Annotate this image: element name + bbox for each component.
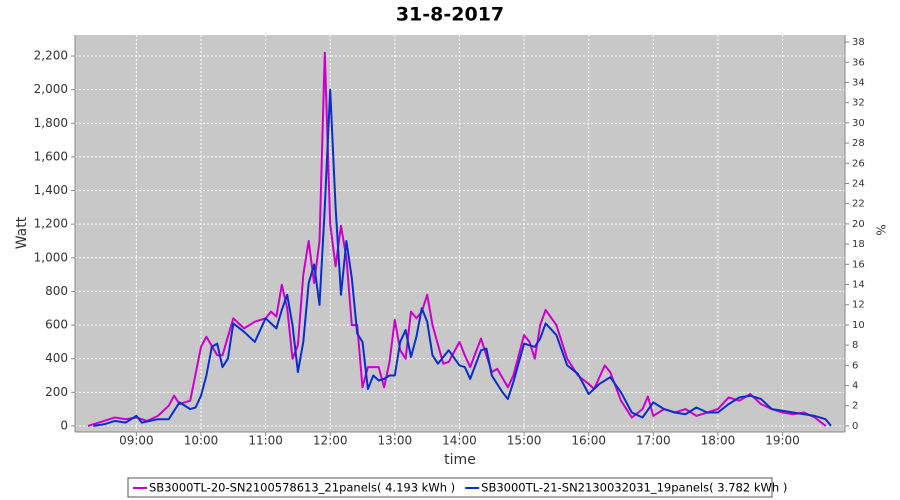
y2-tick-label: 16 xyxy=(852,259,865,270)
x-tick-label: 14:00 xyxy=(442,434,477,448)
y-tick-label: 2,200 xyxy=(34,49,68,63)
y2-tick-label: 12 xyxy=(852,300,865,311)
legend-box xyxy=(127,477,773,498)
y2-tick-label: 34 xyxy=(852,77,865,88)
y2-tick-label: 20 xyxy=(852,219,865,230)
x-tick-label: 19:00 xyxy=(765,434,800,448)
y-tick-label: 1,800 xyxy=(34,116,68,130)
y-tick-label: 800 xyxy=(45,284,68,298)
y2-tick-label: 32 xyxy=(852,98,865,109)
y2-tick-label: 0 xyxy=(852,421,858,432)
y-tick-label: 0 xyxy=(60,418,68,432)
y2-tick-label: 26 xyxy=(852,158,865,169)
x-tick-label: 10:00 xyxy=(184,434,219,448)
y2-tick-label: 8 xyxy=(852,340,858,351)
y2-tick-label: 28 xyxy=(852,138,865,149)
y2-tick-label: 22 xyxy=(852,199,865,210)
y2-axis-label: % xyxy=(874,224,888,235)
y2-tick-label: 18 xyxy=(852,239,865,250)
y2-tick-label: 14 xyxy=(852,280,865,291)
y2-tick-label: 10 xyxy=(852,320,865,331)
y2-tick-label: 36 xyxy=(852,57,865,68)
x-tick-label: 09:00 xyxy=(119,434,154,448)
legend-label: SB3000TL-20-SN2100578613_21panels( 4.193… xyxy=(149,481,455,495)
y-tick-label: 1,600 xyxy=(34,149,68,163)
y2-tick-label: 38 xyxy=(852,37,865,48)
y-axis-label: Watt xyxy=(14,216,30,249)
y2-tick-label: 24 xyxy=(852,178,865,189)
series-line xyxy=(87,51,827,427)
y-tick-label: 2,000 xyxy=(34,82,68,96)
x-tick-label: 11:00 xyxy=(248,434,283,448)
y2-tick-label: 4 xyxy=(852,381,858,392)
y-tick-label: 1,400 xyxy=(34,183,68,197)
y-tick-label: 200 xyxy=(45,385,68,399)
y-tick-label: 600 xyxy=(45,318,68,332)
series-line xyxy=(93,88,832,427)
y-tick-label: 1,000 xyxy=(34,250,68,264)
legend-label: SB3000TL-21-SN2130032031_19panels( 3.782… xyxy=(481,481,787,495)
x-tick-label: 18:00 xyxy=(701,434,736,448)
x-tick-label: 17:00 xyxy=(636,434,671,448)
y2-tick-label: 30 xyxy=(852,118,865,129)
y-tick-label: 400 xyxy=(45,351,68,365)
x-axis-label: time xyxy=(444,452,476,468)
x-tick-label: 13:00 xyxy=(378,434,413,448)
x-tick-label: 16:00 xyxy=(571,434,606,448)
y-tick-label: 1,200 xyxy=(34,217,68,231)
x-tick-label: 12:00 xyxy=(313,434,348,448)
plot-area xyxy=(75,35,845,432)
y2-tick-label: 2 xyxy=(852,401,858,412)
x-tick-label: 15:00 xyxy=(507,434,542,448)
y2-tick-label: 6 xyxy=(852,360,858,371)
chart-title: 31-8-2017 xyxy=(396,4,504,26)
